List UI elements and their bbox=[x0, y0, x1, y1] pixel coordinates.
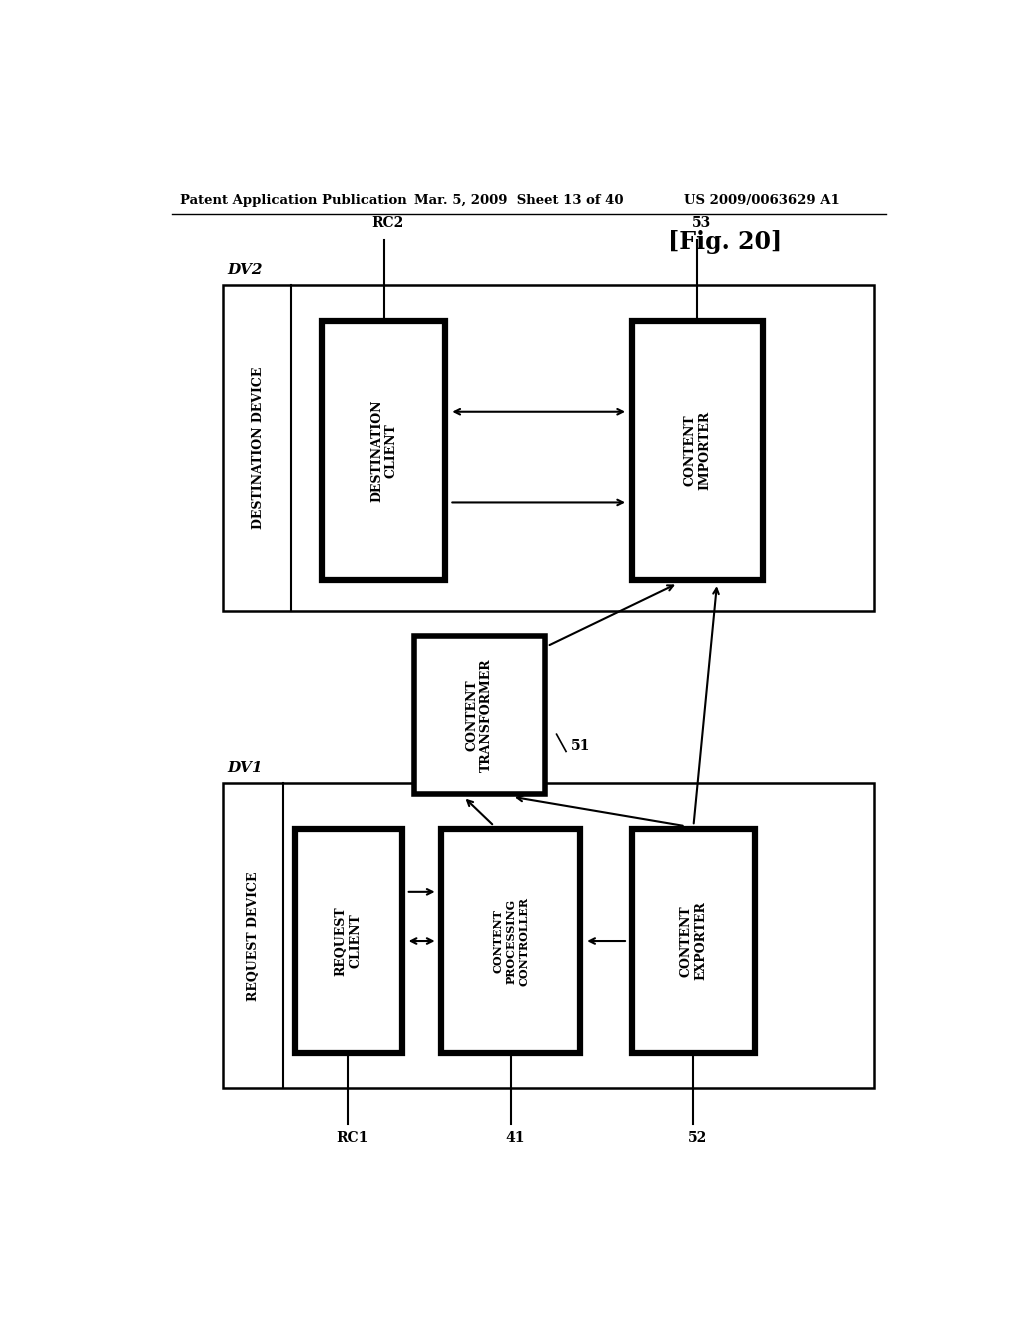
Text: REQUEST DEVICE: REQUEST DEVICE bbox=[247, 871, 260, 1001]
Text: US 2009/0063629 A1: US 2009/0063629 A1 bbox=[684, 194, 840, 207]
Text: REQUEST
CLIENT: REQUEST CLIENT bbox=[334, 907, 362, 975]
Text: CONTENT
TRANSFORMER: CONTENT TRANSFORMER bbox=[465, 659, 494, 772]
Bar bbox=[414, 636, 545, 793]
Text: 41: 41 bbox=[505, 1131, 524, 1144]
Text: CONTENT
PROCESSING
CONTROLLER: CONTENT PROCESSING CONTROLLER bbox=[493, 896, 529, 986]
Bar bbox=[295, 829, 401, 1053]
Bar bbox=[223, 285, 873, 611]
Text: 51: 51 bbox=[570, 739, 590, 754]
Bar bbox=[632, 829, 755, 1053]
Text: CONTENT
EXPORTER: CONTENT EXPORTER bbox=[680, 902, 708, 981]
Bar bbox=[223, 784, 873, 1089]
Text: Patent Application Publication: Patent Application Publication bbox=[179, 194, 407, 207]
Text: Mar. 5, 2009  Sheet 13 of 40: Mar. 5, 2009 Sheet 13 of 40 bbox=[414, 194, 624, 207]
Bar bbox=[632, 321, 763, 581]
Text: RC2: RC2 bbox=[372, 215, 404, 230]
Text: [Fig. 20]: [Fig. 20] bbox=[668, 230, 782, 253]
Text: DV1: DV1 bbox=[227, 762, 263, 775]
Text: 53: 53 bbox=[692, 215, 711, 230]
Text: DESTINATION
CLIENT: DESTINATION CLIENT bbox=[370, 400, 398, 502]
Text: CONTENT
IMPORTER: CONTENT IMPORTER bbox=[683, 411, 712, 490]
Text: DV2: DV2 bbox=[227, 263, 263, 277]
Text: 52: 52 bbox=[688, 1131, 707, 1144]
Bar bbox=[441, 829, 581, 1053]
Bar bbox=[323, 321, 445, 581]
Text: DESTINATION DEVICE: DESTINATION DEVICE bbox=[252, 367, 264, 529]
Text: RC1: RC1 bbox=[336, 1131, 369, 1144]
